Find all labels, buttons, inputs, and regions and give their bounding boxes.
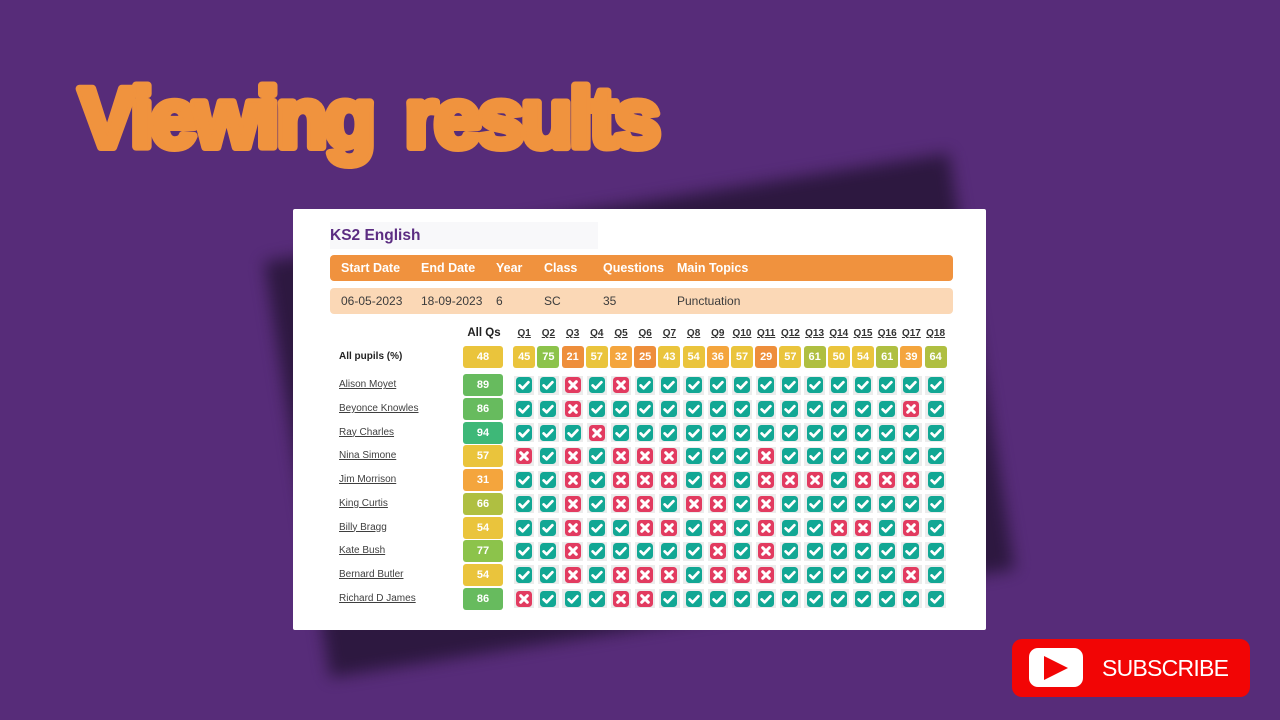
svg-text:Viewing results: Viewing results [79,71,658,165]
